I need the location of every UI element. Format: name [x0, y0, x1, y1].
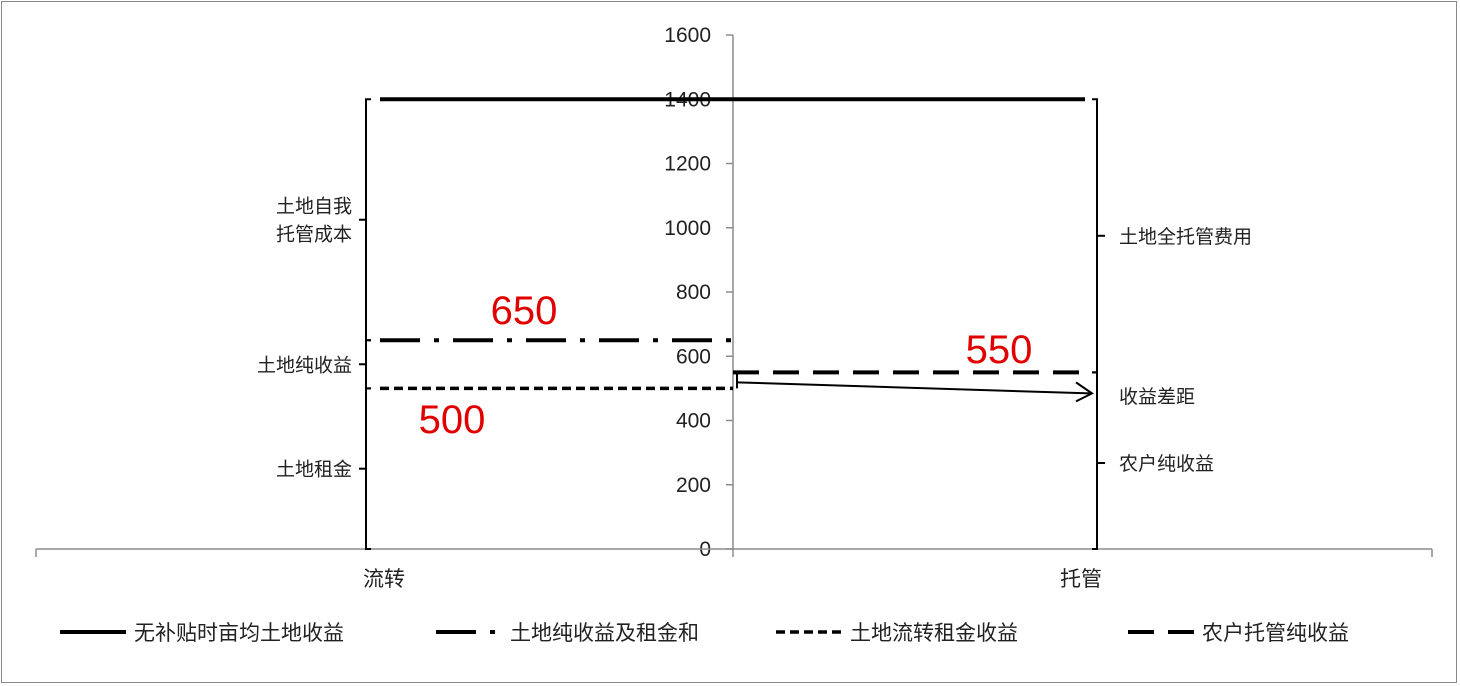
right-brace — [1092, 371, 1098, 550]
y-tick-label: 800 — [676, 281, 711, 304]
brace-label: 农户纯收益 — [1119, 453, 1214, 475]
x-category-label: 托管 — [1060, 567, 1102, 591]
brace-label: 土地自我 — [276, 196, 352, 218]
y-tick-label: 400 — [676, 410, 711, 433]
legend-label: 土地流转租金收益 — [850, 621, 1018, 645]
gap-arrow-line — [736, 381, 1091, 395]
left-brace — [365, 339, 371, 390]
legend-label: 土地纯收益及租金和 — [510, 621, 699, 645]
y-tick-label: 200 — [676, 474, 711, 497]
y-tick-label: 1600 — [664, 24, 711, 47]
brace-label: 土地纯收益 — [257, 354, 352, 376]
left-brace — [365, 387, 371, 550]
y-tick-label: 1000 — [664, 217, 711, 240]
legend-label: 农户托管纯收益 — [1202, 621, 1349, 645]
y-tick-label: 600 — [676, 345, 711, 368]
brace-label: 土地全托管费用 — [1119, 226, 1252, 248]
legend-label: 无补贴时亩均土地收益 — [134, 621, 344, 645]
gap-arrow-head — [1075, 381, 1094, 403]
value-label-650: 650 — [491, 289, 558, 333]
right-brace — [1092, 98, 1098, 374]
y-tick-label: 1200 — [664, 153, 711, 176]
brace-label: 收益差距 — [1119, 386, 1195, 408]
value-label-500: 500 — [419, 398, 486, 442]
brace-label: 土地租金 — [276, 459, 352, 481]
left-brace — [365, 98, 371, 342]
value-label-550: 550 — [966, 328, 1033, 372]
brace-label: 托管成本 — [276, 224, 352, 246]
x-category-label: 流转 — [363, 567, 405, 591]
